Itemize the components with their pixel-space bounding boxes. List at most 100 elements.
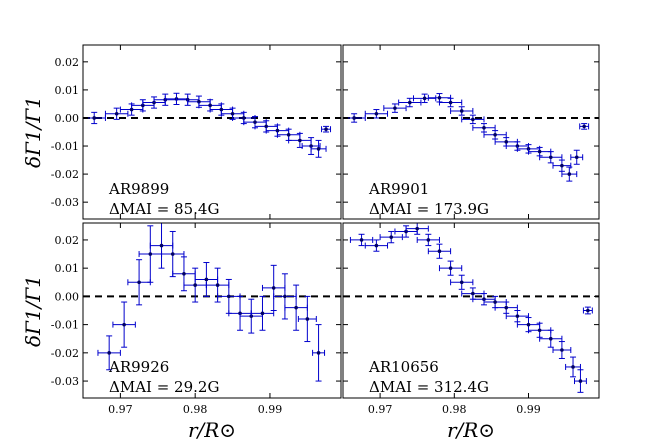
data-point xyxy=(567,172,572,176)
panel-mai-label: ΔMAI = 85.4G xyxy=(109,200,219,218)
data-point xyxy=(92,116,97,120)
y-tick-label: -0.02 xyxy=(51,347,79,360)
data-point xyxy=(148,252,153,256)
x-axis-label-right: r/R⊙ xyxy=(447,418,495,442)
data-point xyxy=(122,322,126,327)
x-tick-label: 0.98 xyxy=(183,403,208,416)
panel-ar10656: 0.97 0.98 0.99 AR10656 ΔMAI = 312.4G xyxy=(343,223,599,416)
panel-frame xyxy=(342,44,600,220)
panel-name-label: AR10656 xyxy=(368,358,439,376)
data-point xyxy=(448,266,453,270)
data-point xyxy=(586,308,590,313)
data-point xyxy=(374,243,379,248)
data-point xyxy=(548,155,553,160)
data-point xyxy=(459,109,464,113)
y-tick-label: -0.03 xyxy=(51,375,79,388)
data-point xyxy=(264,124,269,129)
data-point xyxy=(504,305,509,310)
data-point xyxy=(275,128,280,133)
data-point xyxy=(137,280,141,285)
data-point xyxy=(316,351,321,355)
data-point xyxy=(437,95,442,100)
x-tick-label: 0.97 xyxy=(368,403,393,416)
data-point xyxy=(324,127,328,131)
data-point xyxy=(197,99,201,104)
x-tick-label: 0.98 xyxy=(442,403,467,416)
data-point xyxy=(241,116,246,120)
data-point xyxy=(407,100,412,105)
x-tick-label: 0.99 xyxy=(258,403,283,416)
data-point xyxy=(298,138,302,143)
data-point xyxy=(230,111,235,116)
panel-frame xyxy=(82,44,342,220)
data-point xyxy=(389,235,394,239)
data-point xyxy=(560,348,564,352)
data-point xyxy=(219,107,224,112)
data-point xyxy=(305,317,310,321)
panel-name-label: AR9901 xyxy=(368,180,429,198)
data-point xyxy=(170,252,175,256)
data-point xyxy=(437,249,442,254)
data-point xyxy=(283,294,287,299)
y-tick-label: 0.00 xyxy=(55,112,80,125)
x-tick-label: 0.97 xyxy=(108,403,133,416)
y-tick-label: 0.01 xyxy=(55,84,80,97)
data-point xyxy=(537,328,542,333)
y-tick-label: 0.02 xyxy=(55,56,80,69)
data-point xyxy=(515,314,520,318)
data-point xyxy=(182,272,186,276)
x-axis-label-left: r/R⊙ xyxy=(188,418,236,442)
data-point xyxy=(316,147,321,151)
panel-mai-label: ΔMAI = 29.2G xyxy=(109,378,219,396)
y-tick-label: -0.02 xyxy=(51,168,79,181)
data-point xyxy=(493,300,497,304)
panel-ar9926: 0.020.010.00-0.01-0.02-0.030.97 0.98 0.99 … xyxy=(51,223,341,416)
data-point xyxy=(204,277,209,282)
y-tick-label: -0.03 xyxy=(51,196,79,209)
y-tick-label: -0.01 xyxy=(51,140,79,153)
data-point xyxy=(215,283,220,287)
data-point xyxy=(504,140,509,144)
panel-frame xyxy=(342,222,600,399)
data-point xyxy=(571,365,575,369)
panel-name-label: AR9899 xyxy=(108,180,169,198)
data-point xyxy=(422,96,427,101)
data-point xyxy=(227,294,231,299)
data-point xyxy=(286,133,291,137)
y-tick-label: -0.01 xyxy=(51,319,79,332)
data-point xyxy=(493,133,497,137)
data-point xyxy=(359,238,364,242)
x-tick-label: 0.99 xyxy=(516,403,541,416)
data-point xyxy=(352,116,356,120)
data-point xyxy=(253,120,257,124)
data-point xyxy=(482,125,486,130)
data-point xyxy=(459,280,464,285)
data-point xyxy=(114,111,119,116)
data-point xyxy=(548,336,553,341)
data-point xyxy=(193,283,197,287)
y-axis-label-top: δΓ1/Γ1 xyxy=(21,96,45,168)
panel-ar9901: AR9901 ΔMAI = 173.9G xyxy=(343,45,599,219)
panel-ar9899: 0.02 0.01 0.00 -0.01 -0.02 -0.03 AR9899 ΔMAI … xyxy=(51,45,341,219)
y-tick-label: 0.02 xyxy=(55,234,80,247)
data-point xyxy=(574,155,579,160)
data-point xyxy=(294,305,298,310)
panel-frame xyxy=(82,222,342,399)
data-point xyxy=(578,379,583,383)
data-point xyxy=(582,124,586,129)
data-point xyxy=(426,238,431,242)
data-point xyxy=(393,106,397,110)
data-point xyxy=(208,103,212,108)
y-axis-label-bottom: δΓ1/Γ1 xyxy=(21,275,45,347)
panel-name-label: AR9926 xyxy=(108,358,169,376)
data-point xyxy=(107,351,111,355)
panel-mai-label: ΔMAI = 312.4G xyxy=(369,378,489,396)
data-point xyxy=(526,322,531,327)
data-point xyxy=(471,291,475,296)
data-point xyxy=(260,311,265,316)
data-point xyxy=(271,286,276,290)
data-point xyxy=(537,149,542,154)
data-point xyxy=(159,243,164,248)
data-point xyxy=(560,163,564,168)
